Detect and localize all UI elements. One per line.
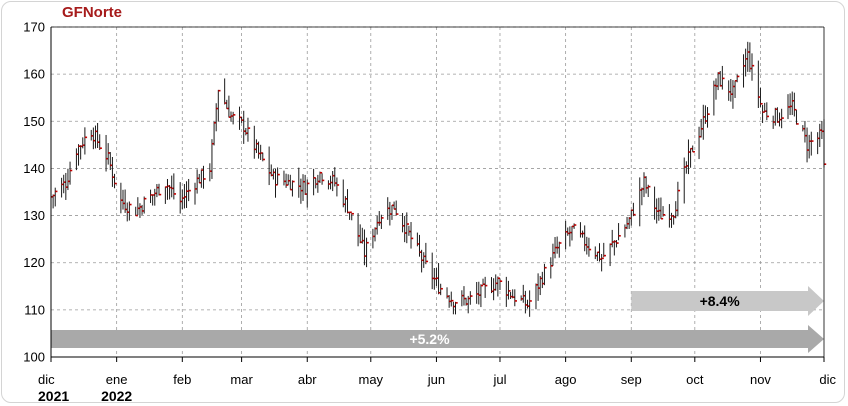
x-tick-year-label: 2021 [38,388,69,404]
x-tick-label: ago [555,372,577,387]
y-tick-label: 120 [23,255,45,270]
price-bars [50,41,827,317]
x-tick-label: may [359,372,384,387]
y-tick-label: 110 [24,302,45,317]
y-tick-label: 160 [23,67,45,82]
period-arrow [51,325,824,353]
arrow-label: +5.2% [409,331,450,347]
x-tick-label: jun [427,372,445,387]
y-tick-label: 170 [23,20,45,35]
x-tick-year-label: 2022 [101,388,132,404]
x-tick-label: dic [819,372,836,387]
chart-title: GFNorte [62,4,122,21]
y-tick-label: 130 [23,208,45,223]
x-tick-label: abr [298,372,317,387]
x-tick-label: sep [621,372,642,387]
x-tick-label: feb [173,372,191,387]
arrow-label: +8.4% [700,293,741,309]
y-tick-label: 140 [23,161,45,176]
x-tick-label: nov [750,372,771,387]
x-tick-label: dic [38,372,55,387]
x-tick-label: mar [230,372,253,387]
y-tick-label: 150 [23,114,45,129]
x-tick-label: jul [492,372,506,387]
y-tick-label: 100 [23,350,45,365]
x-tick-label: oct [686,372,704,387]
x-tick-label: ene [106,372,128,387]
period-arrow [631,286,824,316]
axes: 100110120130140150160170dic2021ene2022fe… [23,20,836,405]
period-arrows: +5.2% +8.4% [51,286,824,353]
